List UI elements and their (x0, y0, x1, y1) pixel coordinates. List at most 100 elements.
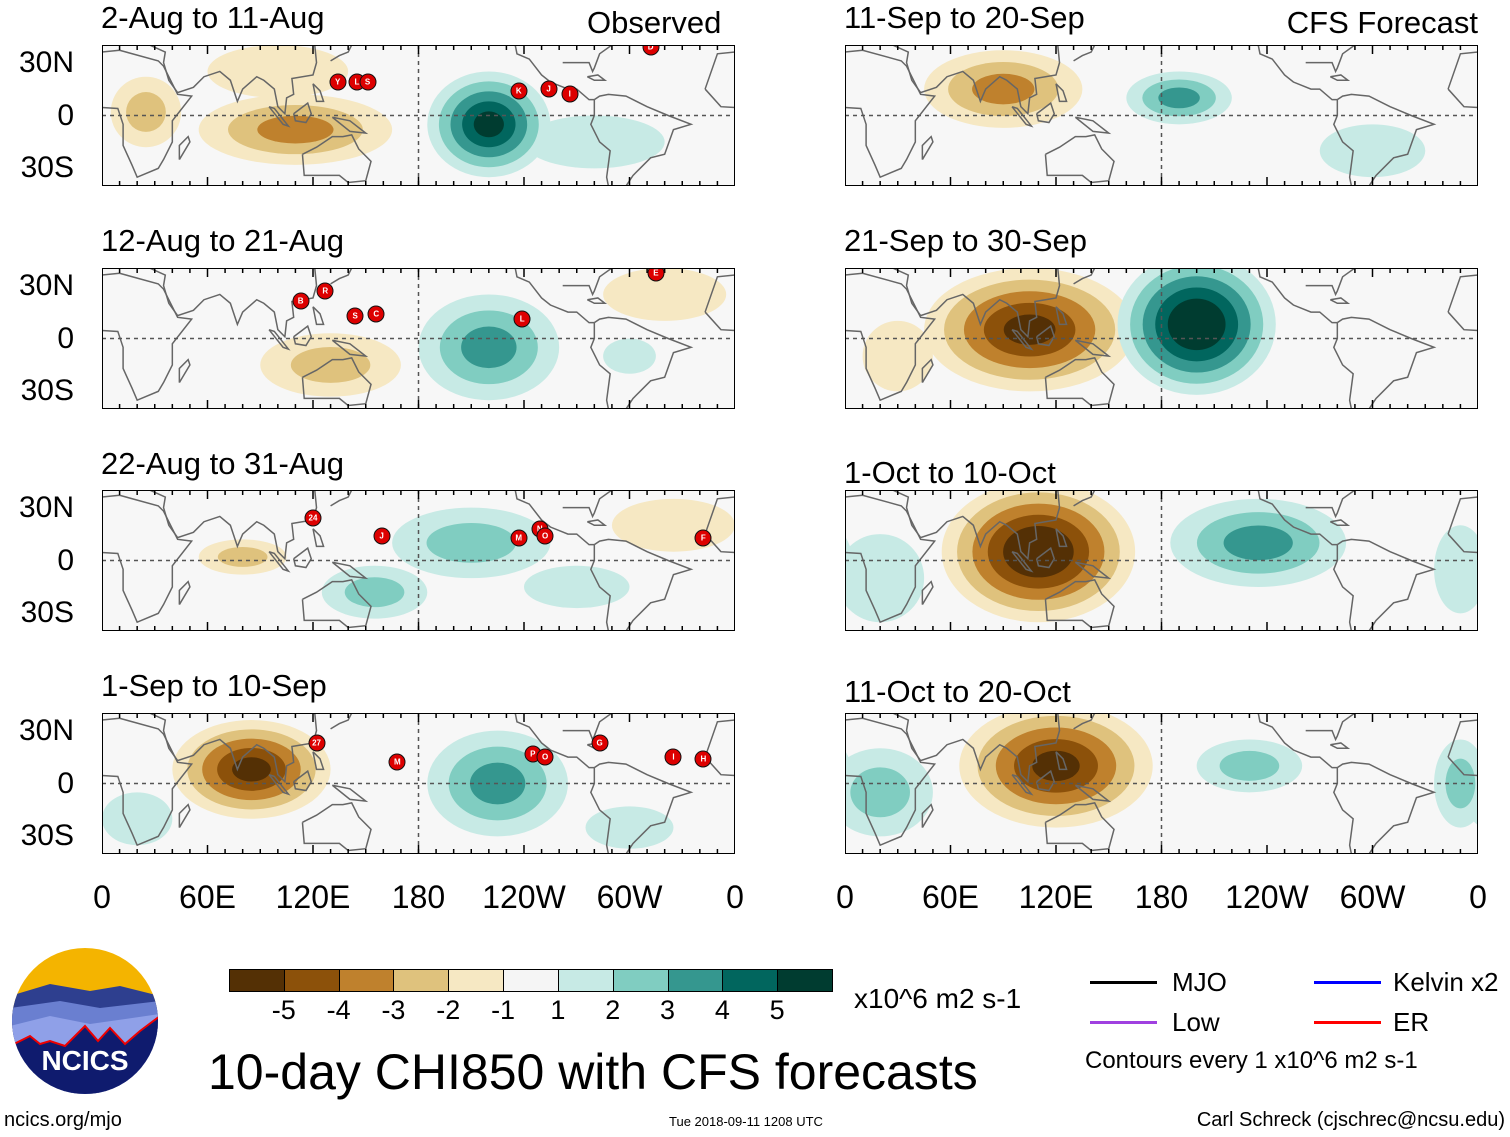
coastline (586, 297, 608, 304)
coastline (1329, 297, 1351, 304)
tropical-cyclone-marker: Y (329, 73, 347, 91)
contour-note: Contours every 1 x10^6 m2 s-1 (1085, 1047, 1418, 1074)
coastline (268, 773, 291, 796)
coastline (301, 579, 372, 629)
footer-url[interactable]: ncics.org/mjo (4, 1109, 122, 1131)
colorbar-label: -5 (271, 995, 296, 1025)
colorbar-label: 1 (550, 995, 566, 1025)
latitude-label: 0 (57, 766, 74, 800)
legend-er-line (1314, 1021, 1381, 1024)
anomaly-contour-fill (1180, 309, 1213, 339)
coastline (292, 324, 313, 347)
anomaly-contour-fill (461, 326, 517, 369)
coastline (331, 784, 369, 803)
tropical-cyclone-marker: C (367, 305, 385, 323)
colorbar-swatch (722, 969, 779, 992)
coastline (1257, 490, 1338, 546)
anomaly-contour-fill (603, 338, 656, 374)
panel-title: 2-Aug to 11-Aug (101, 0, 325, 35)
anomaly-contour-fill (845, 534, 925, 623)
longitude-label: 120E (275, 879, 351, 915)
coastline (1011, 773, 1034, 796)
coastline (1305, 713, 1356, 742)
longitude-label: 180 (1134, 879, 1189, 915)
coastline (1447, 274, 1478, 332)
panel-title: 1-Oct to 10-Oct (844, 455, 1056, 490)
coastline (1329, 742, 1351, 749)
longitude-label: 120W (482, 879, 566, 915)
tropical-cyclone-marker: M (388, 753, 406, 771)
colorbar-swatch (777, 969, 833, 992)
colorbar-label: 5 (769, 995, 785, 1025)
coastline (312, 528, 325, 548)
longitude-label: 120W (1225, 879, 1309, 915)
anomaly-contour-fill (344, 577, 405, 608)
tropical-cyclone-marker: B (292, 292, 310, 310)
anomaly-contour-fill (232, 757, 271, 782)
tropical-cyclone-marker: O (536, 748, 554, 766)
coastline (845, 272, 937, 402)
colorbar-label: -3 (381, 995, 406, 1025)
tropical-cyclone-marker: J (540, 80, 558, 98)
longitude-label: 60E (179, 879, 236, 915)
coastline (586, 74, 608, 81)
map-panel: 24JMNOF (102, 490, 735, 631)
legend-mjo-label: MJO (1172, 967, 1227, 997)
colorbar-swatch (229, 969, 285, 992)
coastline (330, 490, 353, 507)
figure-title: 10-day CHI850 with CFS forecasts (208, 1044, 978, 1100)
colorbar-swatch (338, 969, 395, 992)
colorbar-units: x10^6 m2 s-1 (854, 983, 1022, 1014)
coastline (845, 49, 937, 179)
coastline (1073, 713, 1096, 730)
latitude-label: 30S (20, 596, 74, 630)
longitude-label: 0 (836, 879, 854, 915)
colorbar-swatch (283, 969, 340, 992)
latitude-label: 0 (57, 98, 74, 132)
coastline (1055, 83, 1068, 103)
coastline (1447, 51, 1478, 109)
tropical-cyclone-marker: H (694, 750, 712, 768)
logo-text: NCICS (41, 1045, 128, 1076)
colorbar-label: 2 (605, 995, 621, 1025)
colorbar-label: -1 (491, 995, 516, 1025)
anomaly-contour-fill (1434, 525, 1478, 614)
coastline (1074, 116, 1112, 135)
legend-low-line (1090, 1021, 1157, 1024)
tropical-cyclone-marker: S (346, 307, 364, 325)
latitude-label: 30S (20, 819, 74, 853)
anomaly-contour-fill (102, 792, 173, 846)
tropical-cyclone-marker: O (536, 527, 554, 545)
coastline (1073, 45, 1096, 62)
coastline (1329, 519, 1351, 526)
anomaly-contour-fill (1003, 314, 1056, 345)
longitude-label: 0 (726, 879, 744, 915)
coastline (1011, 550, 1034, 573)
latitude-label: 30S (20, 151, 74, 185)
anomaly-contour-fill (473, 111, 504, 138)
coastline (1073, 490, 1096, 507)
coastline (1305, 268, 1356, 297)
map-panel (845, 713, 1478, 854)
coastline (331, 561, 369, 580)
coastline (562, 45, 613, 74)
longitude-label: 0 (93, 879, 111, 915)
coastline (312, 306, 325, 326)
panel-title: 22-Aug to 31-Aug (101, 446, 345, 481)
coastline (1055, 306, 1068, 326)
coastline (845, 45, 1061, 116)
colorbar-label: 4 (714, 995, 730, 1025)
coastline (102, 490, 318, 561)
coastline (1055, 528, 1068, 548)
longitude-label: 60W (1339, 879, 1406, 915)
coastline (1257, 45, 1338, 101)
anomaly-contour-fill (603, 268, 727, 321)
latitude-label: 30N (18, 490, 74, 524)
coastline (1257, 713, 1338, 769)
coastline (1332, 538, 1437, 631)
coastline (312, 751, 325, 771)
coastline (1011, 105, 1034, 128)
anomaly-contour-fill (1158, 87, 1200, 109)
coastline (1074, 784, 1112, 803)
anomaly-contour-fill (524, 565, 630, 609)
